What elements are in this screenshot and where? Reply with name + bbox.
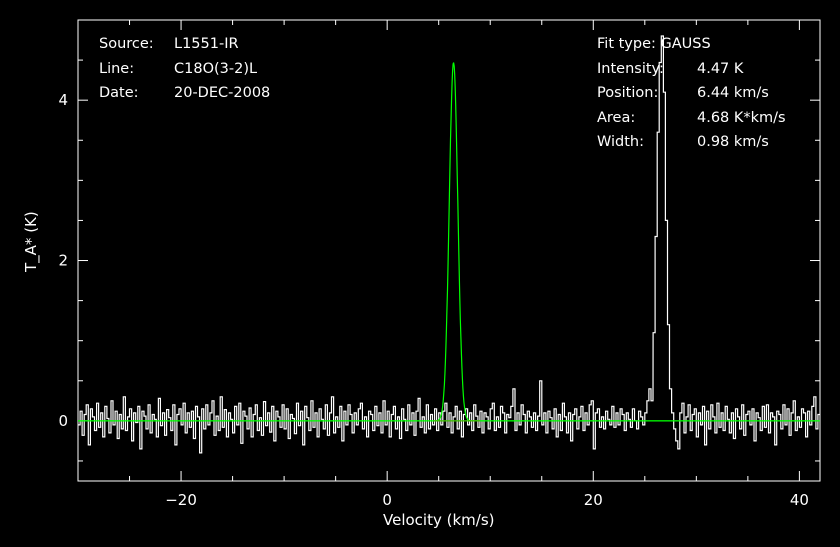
width-label: Width:: [597, 134, 645, 150]
y-tick-label: 4: [58, 91, 68, 109]
axis-tick-labels: −20 0 20 40 0 2 4: [58, 91, 808, 509]
width-value: 0.98 km/s: [697, 134, 769, 150]
y-tick-label: 2: [58, 252, 68, 270]
date-value: 20-DEC-2008: [174, 85, 271, 101]
fit-type: Fit type: GAUSS: [597, 36, 711, 52]
axis-ticks: [77, 19, 820, 481]
area-label: Area:: [597, 110, 636, 126]
plot-frame: [77, 19, 821, 482]
x-tick-label: 0: [382, 491, 392, 509]
x-tick-label: 20: [584, 491, 603, 509]
source-label: Source:: [99, 36, 154, 52]
x-tick-label: −20: [165, 491, 197, 509]
y-tick-label: 0: [58, 412, 68, 430]
area-value: 4.68 K*km/s: [697, 110, 786, 126]
position-label: Position:: [597, 85, 659, 101]
x-tick-label: 40: [790, 491, 809, 509]
line-label: Line:: [99, 61, 135, 77]
intensity-label: Intensity:: [597, 61, 664, 77]
x-axis-label: Velocity (km/s): [383, 511, 495, 529]
line-value: C18O(3-2)L: [174, 61, 258, 77]
intensity-value: 4.47 K: [697, 61, 744, 77]
spectrum-line: [78, 35, 820, 454]
date-label: Date:: [99, 85, 139, 101]
y-axis-label: T_A* (K): [22, 211, 40, 272]
source-value: L1551-IR: [174, 36, 239, 52]
position-value: 6.44 km/s: [697, 85, 769, 101]
